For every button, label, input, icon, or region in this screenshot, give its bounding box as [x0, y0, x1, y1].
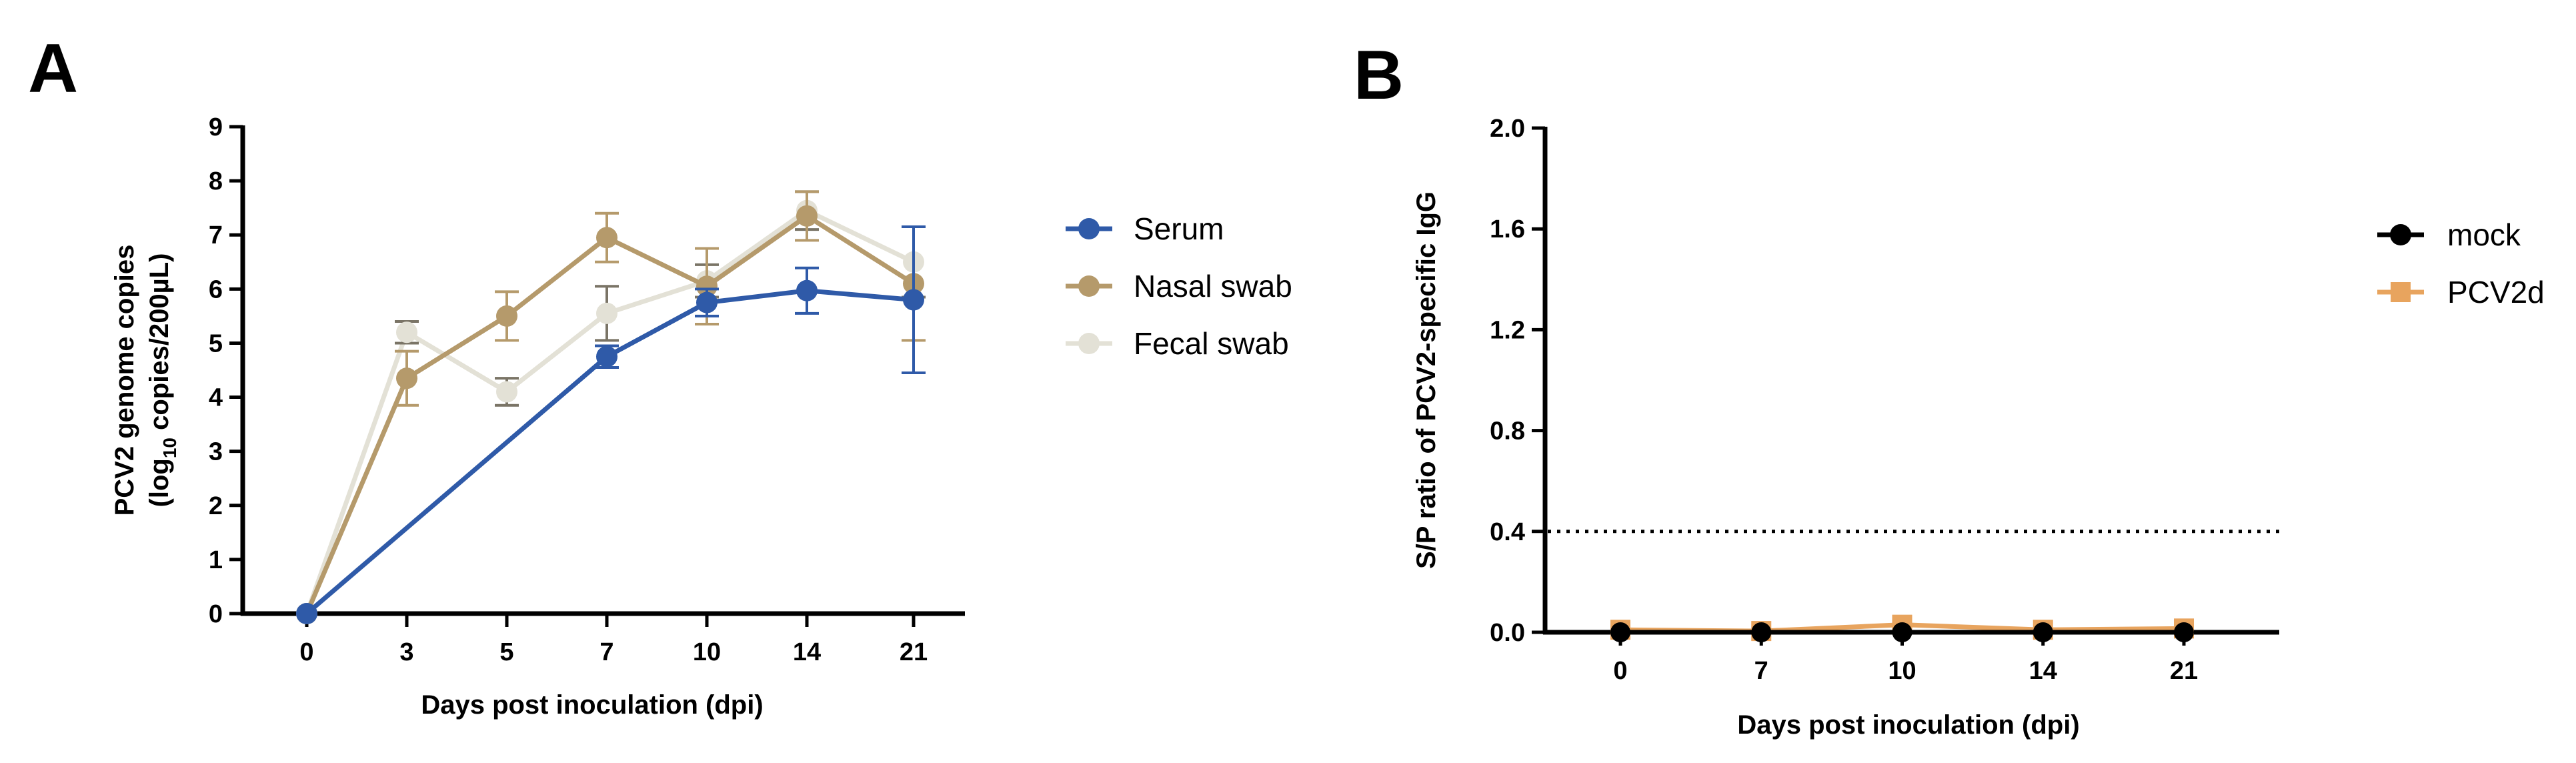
- chart-a-point-nasal-swab: [396, 367, 417, 390]
- chart-a-y-tick-label: 4: [209, 384, 223, 412]
- chart-a-series: [296, 190, 926, 624]
- chart-a-y-axis-title-line1: PCV2 genome copies: [110, 245, 139, 516]
- chart-a-x-axis-title: Days post inoculation (dpi): [421, 690, 763, 720]
- chart-a-y-tick-label: 3: [209, 438, 223, 466]
- chart-b-x-tick-label: 7: [1754, 657, 1768, 685]
- chart-a-point-serum: [296, 603, 317, 624]
- chart-a-legend: Serum Nasal swab Fecal swab: [1066, 211, 1292, 361]
- chart-b-legend-swatch-marker-pcv2d: [2391, 282, 2411, 302]
- chart-a: 0 1 2 3 4 5 6 7 8 9 0 3 5 7 10 14 21 Days post inoculati…: [110, 113, 1292, 720]
- chart-b-y-tick-label: 0.8: [1490, 418, 1525, 446]
- chart-b-x-tick-label: 14: [2029, 657, 2057, 685]
- chart-a-point-serum: [696, 291, 718, 313]
- chart-a-point-serum: [903, 289, 924, 311]
- chart-a-legend-swatch-marker-nasal-swab: [1078, 275, 1100, 297]
- chart-a-point-serum: [796, 279, 818, 301]
- chart-a-legend-label-nasal-swab: Nasal swab: [1134, 269, 1292, 303]
- chart-a-x-tick-label: 3: [399, 638, 413, 666]
- chart-a-series-line-nasal-swab: [304, 213, 915, 615]
- chart-a-x-tick-label: 5: [499, 638, 513, 666]
- chart-b-x-axis-title: Days post inoculation (dpi): [1737, 710, 2079, 740]
- chart-a-y-axis-title-subscript: 10: [159, 438, 180, 458]
- chart-a-y-tick-label: 0: [209, 600, 223, 628]
- chart-a-x-tick-label: 10: [693, 638, 721, 666]
- chart-a-point-fecal-swab: [596, 302, 617, 324]
- chart-a-y-axis-title-line2: (log10 copies/200µL): [145, 253, 180, 508]
- chart-a-axes: 0 1 2 3 4 5 6 7 8 9 0 3 5 7 10 14 21: [209, 113, 965, 666]
- chart-b: 0.0 0.4 0.8 1.2 1.6 2.0 0 7 10 14 21 Days post ino…: [1412, 115, 2545, 740]
- chart-b-point-mock: [1892, 622, 1912, 642]
- chart-a-y-tick-label: 2: [209, 492, 223, 520]
- chart-a-y-tick-label: 7: [209, 221, 223, 249]
- chart-b-y-tick-label: 2.0: [1490, 115, 1525, 143]
- chart-b-y-axis-title: S/P ratio of PCV2-specific IgG: [1412, 191, 1441, 569]
- panel-b-letter: B: [1354, 37, 1404, 114]
- chart-a-y-tick-label: 5: [209, 329, 223, 357]
- chart-a-legend-swatch-marker-fecal-swab: [1078, 333, 1100, 354]
- chart-b-y-tick-label: 0.0: [1490, 619, 1525, 647]
- chart-b-point-mock: [1610, 622, 1630, 642]
- chart-a-y-tick-label: 6: [209, 275, 223, 303]
- chart-a-point-nasal-swab: [496, 305, 517, 327]
- chart-b-point-mock: [2033, 622, 2053, 642]
- chart-a-x-tick-label: 7: [599, 638, 613, 666]
- chart-b-y-tick-label: 1.2: [1490, 316, 1525, 344]
- chart-a-y-tick-label: 9: [209, 113, 223, 141]
- chart-a-y-axis-title-suffix: copies/200µL): [145, 253, 174, 438]
- chart-a-point-fecal-swab: [496, 381, 517, 403]
- chart-a-legend-swatch-marker-serum: [1078, 218, 1100, 239]
- panel-a-letter: A: [28, 30, 78, 107]
- chart-b-y-tick-label: 1.6: [1490, 215, 1525, 243]
- chart-b-series: [1610, 614, 2194, 642]
- chart-a-legend-label-fecal-swab: Fecal swab: [1134, 326, 1289, 361]
- chart-a-point-serum: [596, 345, 617, 367]
- chart-b-x-tick-label: 10: [1888, 657, 1916, 685]
- chart-a-point-nasal-swab: [796, 205, 818, 227]
- chart-b-y-tick-label: 0.4: [1490, 518, 1525, 546]
- chart-a-point-nasal-swab: [596, 227, 617, 249]
- chart-b-legend-label-mock: mock: [2447, 217, 2521, 252]
- chart-a-x-tick-label: 14: [793, 638, 821, 666]
- chart-a-y-tick-label: 1: [209, 546, 223, 574]
- chart-a-point-fecal-swab: [396, 321, 417, 343]
- chart-b-x-tick-label: 21: [2170, 657, 2198, 685]
- chart-b-point-mock: [2174, 622, 2194, 642]
- chart-b-axes: 0.0 0.4 0.8 1.2 1.6 2.0 0 7 10 14 21: [1490, 115, 2279, 685]
- chart-a-y-axis-title-prefix: (log: [145, 458, 174, 507]
- chart-b-legend: mock PCV2d: [2377, 217, 2545, 309]
- chart-b-legend-swatch-marker-mock: [2390, 224, 2411, 245]
- chart-a-series-line-fecal-swab: [304, 208, 915, 615]
- chart-a-x-tick-label: 21: [900, 638, 928, 666]
- chart-a-y-tick-label: 8: [209, 167, 223, 195]
- chart-b-x-tick-label: 0: [1613, 657, 1627, 685]
- chart-b-point-mock: [1751, 622, 1772, 642]
- chart-a-x-tick-label: 0: [299, 638, 313, 666]
- chart-b-legend-label-pcv2d: PCV2d: [2447, 275, 2545, 309]
- chart-a-legend-label-serum: Serum: [1134, 211, 1224, 246]
- chart-a-point-nasal-swab: [696, 275, 718, 297]
